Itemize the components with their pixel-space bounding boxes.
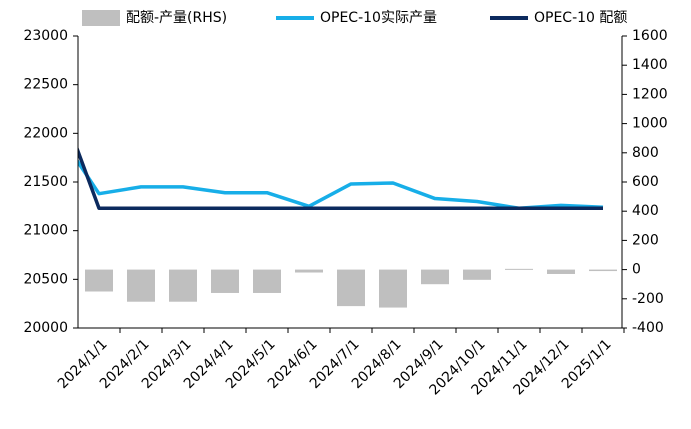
bar bbox=[421, 269, 449, 285]
y2-tick-label: 400 bbox=[632, 203, 659, 219]
y2-tick-label: -200 bbox=[632, 291, 664, 307]
bars bbox=[85, 268, 617, 308]
y2-tick-label: 800 bbox=[632, 145, 659, 161]
bar bbox=[85, 269, 113, 292]
line bbox=[78, 146, 603, 211]
y-tick-label: 21000 bbox=[23, 223, 68, 239]
y2-tick-label: 1400 bbox=[632, 57, 668, 73]
y2-tick-label: 200 bbox=[632, 232, 659, 248]
y2-tick-label: 1200 bbox=[632, 86, 668, 102]
y2-tick-label: 600 bbox=[632, 174, 659, 190]
line bbox=[78, 158, 604, 211]
bar bbox=[379, 269, 407, 308]
y-tick-label: 23000 bbox=[23, 28, 68, 44]
y2-tick-label: -400 bbox=[632, 320, 664, 336]
y-tick-label: 22500 bbox=[23, 77, 68, 93]
legend-label: OPEC-10 配额 bbox=[534, 10, 627, 26]
y-tick-label: 22000 bbox=[23, 125, 68, 141]
y2-tick-label: 0 bbox=[632, 262, 641, 278]
bar bbox=[127, 269, 155, 302]
bar bbox=[589, 269, 617, 272]
bar bbox=[169, 269, 197, 302]
bar bbox=[463, 269, 491, 280]
bar bbox=[253, 269, 281, 293]
bar bbox=[337, 269, 365, 307]
y2-tick-label: 1600 bbox=[632, 28, 668, 44]
y-tick-label: 20500 bbox=[23, 271, 68, 287]
lines bbox=[78, 146, 604, 211]
y-tick-label: 21500 bbox=[23, 174, 68, 190]
bar bbox=[211, 269, 239, 293]
bar bbox=[547, 269, 575, 274]
legend-swatch bbox=[82, 10, 120, 26]
bar bbox=[295, 269, 323, 273]
y-tick-label: 20000 bbox=[23, 320, 68, 336]
legend-label: OPEC-10实际产量 bbox=[320, 10, 437, 26]
y2-tick-label: 1000 bbox=[632, 116, 668, 132]
bar bbox=[505, 268, 533, 270]
legend-label: 配额-产量(RHS) bbox=[126, 10, 227, 26]
